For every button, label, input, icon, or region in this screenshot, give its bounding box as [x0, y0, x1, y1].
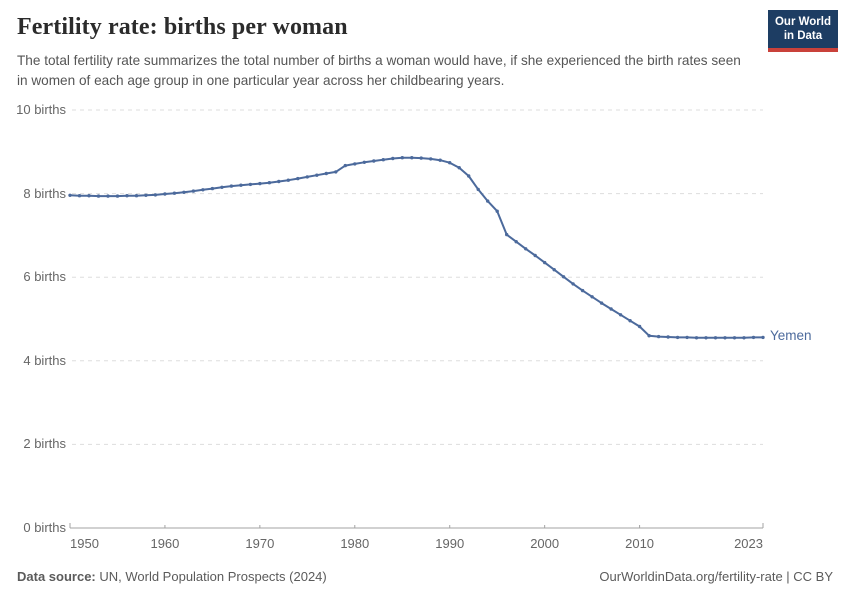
owid-logo-line1: Our World [774, 16, 831, 28]
y-tick-label: 10 births [16, 102, 66, 117]
y-tick-label: 4 births [23, 352, 66, 368]
page-title: Fertility rate: births per woman [17, 14, 348, 40]
x-tick-label: 1970 [245, 536, 275, 551]
data-source-text: UN, World Population Prospects (2024) [95, 569, 327, 584]
x-tick-label: 2010 [625, 536, 655, 551]
y-tick-label: 0 births [23, 520, 66, 535]
data-source-label: Data source: [17, 569, 96, 584]
y-tick-label: 2 births [23, 436, 66, 452]
chart-subtitle: The total fertility rate summarizes the … [17, 53, 741, 88]
owid-logo[interactable]: Our World in Data [767, 10, 838, 52]
series-label-yemen[interactable]: Yemen [770, 328, 812, 344]
citation-link[interactable]: OurWorldinData.org/fertility-rate | CC B… [599, 569, 833, 584]
gridlines [72, 109, 763, 445]
x-tick-label: 1960 [150, 536, 180, 551]
x-tick-label: 1990 [435, 536, 465, 551]
x-tick-label: 2023 [734, 536, 763, 551]
x-axis [69, 523, 764, 529]
y-tick-label: 6 births [23, 269, 66, 285]
data-source-note: Data source: UN, World Population Prospe… [17, 569, 327, 584]
x-tick-label: 1980 [340, 536, 370, 551]
y-tick-label: 8 births [23, 185, 66, 201]
owid-logo-line2: in Data [783, 30, 823, 43]
x-tick-label: 2000 [530, 536, 560, 551]
yemen-line-series[interactable] [68, 156, 765, 340]
x-tick-label: 1950 [70, 536, 99, 551]
